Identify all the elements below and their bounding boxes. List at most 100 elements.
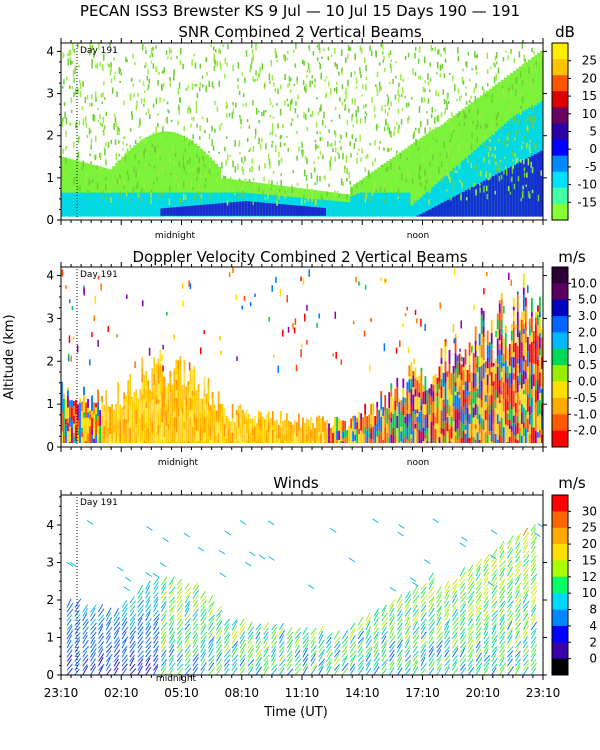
wind-barb (82, 654, 89, 662)
wind-barb (302, 663, 308, 671)
snr-clutter-speck (98, 43, 100, 50)
snr-clutter-speck (273, 82, 275, 87)
snr-clutter-speck (140, 197, 142, 202)
snr-clutter-speck (289, 100, 292, 106)
doppler-velocity-cell (464, 420, 467, 426)
wind-barb (279, 641, 285, 649)
snr-clutter-speck (249, 167, 251, 173)
snr-echo-layer (476, 183, 481, 220)
wind-barb (271, 623, 277, 631)
snr-clutter-speck (185, 88, 188, 91)
wind-barb (66, 602, 74, 613)
snr-clutter-speck (216, 106, 219, 112)
snr-clutter-speck (355, 86, 358, 89)
wind-barb (396, 593, 403, 604)
snr-clutter-speck (319, 137, 322, 142)
snr-clutter-speck (284, 191, 287, 194)
snr-clutter-speck (118, 140, 120, 144)
wind-barb (326, 666, 332, 675)
snr-clutter-speck (511, 84, 514, 91)
doppler-velocity-cell (474, 391, 477, 404)
snr-clutter-speck (205, 172, 207, 179)
wind-barb (137, 640, 144, 649)
wind-barb (121, 667, 128, 675)
wind-barb (483, 591, 489, 599)
snr-clutter-speck (523, 135, 525, 140)
wind-barb (247, 666, 254, 675)
doppler-velocity-cell (111, 428, 114, 440)
wind-barb (491, 631, 497, 640)
doppler-velocity-cell (540, 409, 543, 417)
doppler-clutter-speck (68, 335, 71, 343)
snr-colorbar-label: -5 (585, 160, 597, 174)
doppler-velocity-cell (492, 381, 495, 386)
doppler-velocity-cell (237, 412, 240, 420)
snr-clutter-speck (119, 175, 121, 179)
doppler-velocity-cell (299, 426, 302, 442)
doppler-velocity-cell (356, 429, 359, 434)
snr-clutter-speck (169, 82, 171, 88)
snr-clutter-speck (264, 197, 266, 200)
snr-clutter-speck (198, 87, 201, 92)
snr-echo-layer (425, 192, 429, 220)
wind-barb (522, 616, 530, 626)
snr-clutter-speck (74, 67, 76, 75)
doppler-velocity-cell (454, 368, 457, 372)
wind-barb (216, 644, 223, 653)
snr-clutter-speck (456, 98, 458, 101)
doppler-velocity-cell (193, 392, 196, 397)
snr-echo-layer (311, 206, 315, 216)
snr-clutter-speck (365, 113, 368, 116)
wind-barb (197, 546, 205, 552)
wind-barb (82, 631, 88, 640)
snr-clutter-speck (113, 75, 116, 81)
snr-clutter-speck (189, 157, 191, 164)
snr-clutter-speck (286, 98, 289, 102)
doppler-colorbar-label: 0.0 (578, 375, 597, 389)
doppler-velocity-cell (402, 406, 405, 416)
snr-clutter-speck (479, 183, 481, 186)
doppler-velocity-cell (191, 409, 194, 427)
snr-clutter-speck (109, 69, 112, 76)
doppler-velocity-cell (534, 347, 537, 365)
doppler-velocity-cell (540, 429, 543, 435)
wind-barb (192, 667, 199, 675)
snr-clutter-speck (239, 152, 241, 155)
doppler-velocity-cell (472, 391, 475, 404)
snr-clutter-speck (516, 91, 519, 96)
wind-barb (467, 626, 473, 635)
doppler-clutter-speck (94, 295, 96, 304)
wind-barb (137, 654, 144, 662)
wind-barb (515, 545, 521, 554)
snr-clutter-speck (150, 192, 152, 199)
snr-clutter-speck (497, 111, 499, 118)
doppler-velocity-cell (147, 439, 150, 443)
doppler-velocity-cell (139, 402, 142, 419)
snr-echo-layer (482, 180, 487, 220)
snr-clutter-speck (533, 114, 536, 122)
snr-clutter-speck (205, 85, 208, 93)
doppler-velocity-cell (520, 342, 523, 352)
doppler-velocity-cell (462, 366, 465, 371)
snr-clutter-speck (394, 61, 397, 64)
doppler-velocity-cell (424, 438, 427, 443)
snr-clutter-speck (272, 171, 275, 174)
doppler-colorbar-swatch (552, 299, 568, 317)
doppler-velocity-cell (143, 429, 146, 441)
snr-clutter-speck (418, 46, 421, 52)
wind-barb (161, 617, 167, 626)
wind-barb (279, 627, 284, 635)
snr-echo-layer (142, 192, 146, 220)
snr-clutter-speck (335, 82, 338, 85)
snr-clutter-speck (123, 179, 126, 184)
doppler-clutter-speck (189, 283, 192, 290)
wind-barb (436, 600, 442, 608)
doppler-clutter-speck (302, 277, 305, 285)
snr-clutter-speck (359, 45, 362, 52)
doppler-velocity-cell (496, 367, 499, 376)
snr-clutter-speck (271, 105, 274, 108)
doppler-velocity-cell (167, 429, 170, 443)
wind-barb (192, 645, 199, 653)
wind-barb (168, 604, 176, 613)
wind-barb (231, 654, 239, 662)
